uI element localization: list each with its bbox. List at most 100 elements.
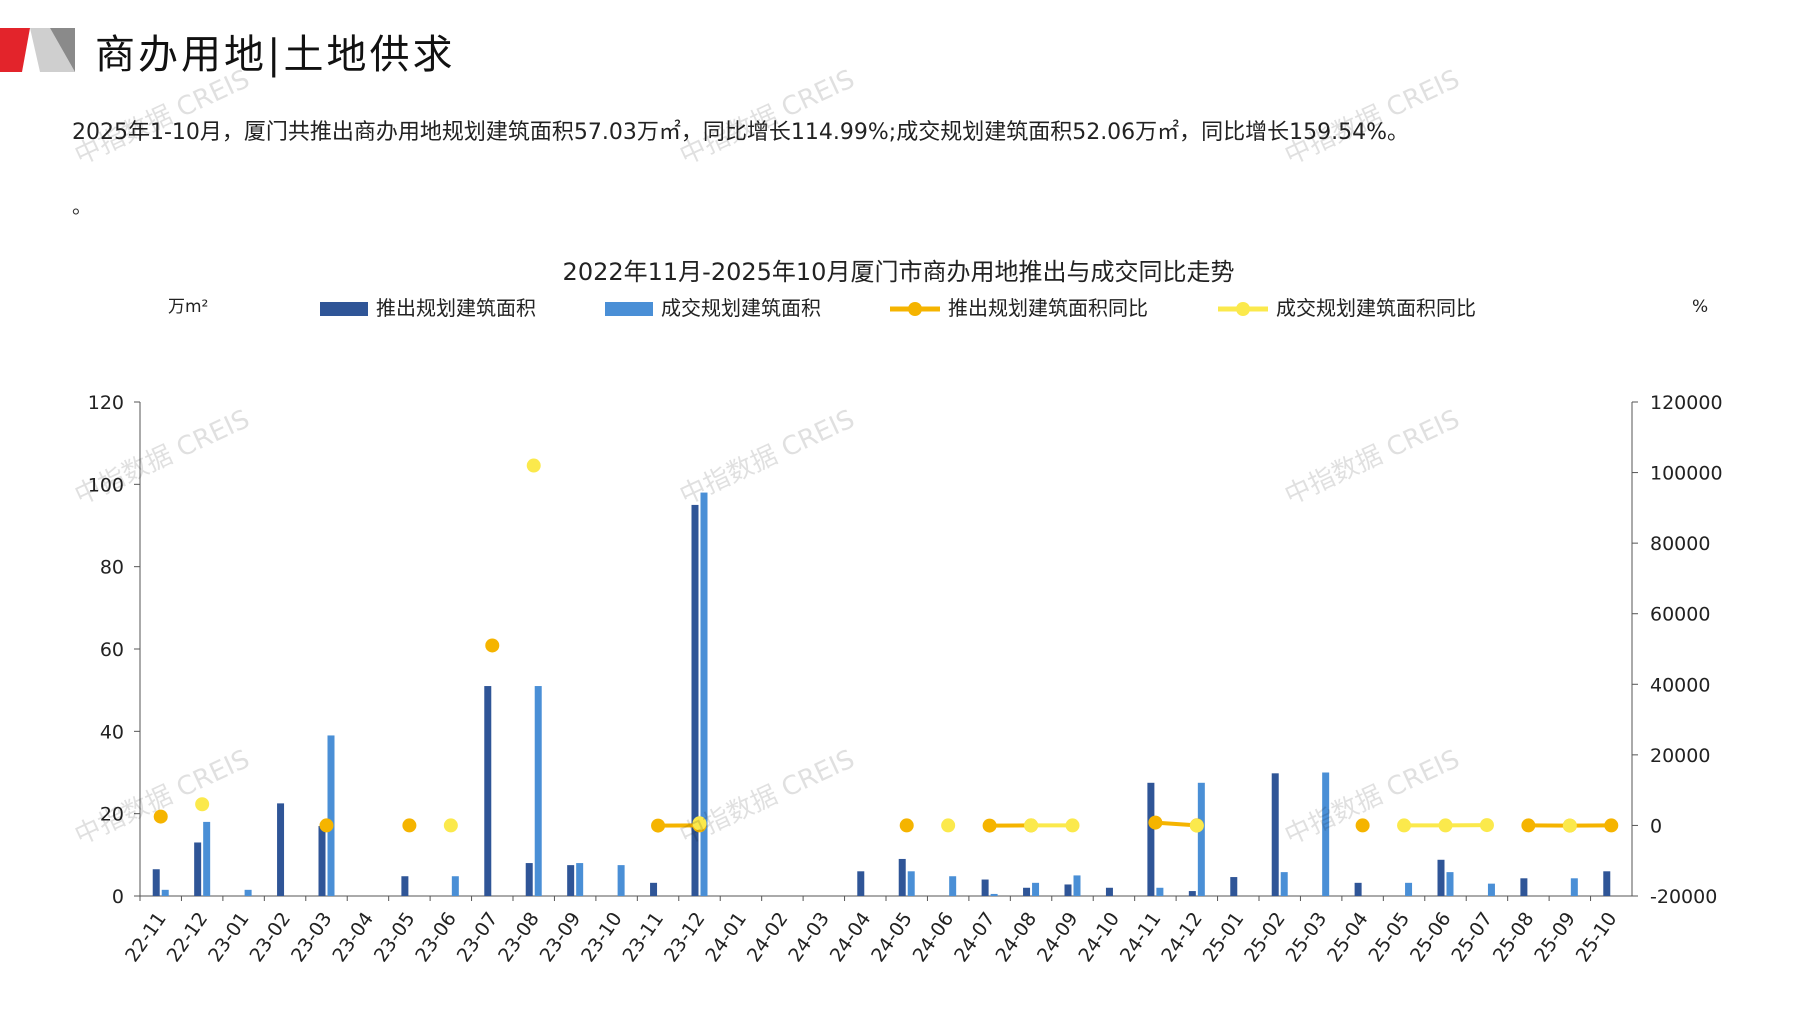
x-tick-label: 25-03 xyxy=(1282,908,1332,966)
x-tick-label: 24-08 xyxy=(991,908,1041,966)
deal-yoy-point xyxy=(1438,818,1453,833)
x-tick-label: 24-10 xyxy=(1074,908,1124,966)
x-tick-label: 25-07 xyxy=(1447,908,1497,966)
launch-area-bar xyxy=(1437,859,1445,896)
launch-area-bar xyxy=(1520,878,1528,896)
x-tick-label: 23-04 xyxy=(328,908,378,966)
left-tick-label: 60 xyxy=(100,639,124,661)
x-tick-label: 25-01 xyxy=(1199,908,1249,966)
launch-area-bar xyxy=(1603,871,1611,896)
left-tick-label: 100 xyxy=(88,474,124,496)
deal-area-bar xyxy=(451,876,459,896)
launch-area-bar xyxy=(194,842,202,896)
deal-area-bar xyxy=(534,686,542,896)
launch-area-bar xyxy=(401,876,409,896)
launch-area-bar xyxy=(898,858,906,896)
launch-yoy-point xyxy=(1355,818,1370,833)
deal-yoy-point xyxy=(1479,818,1494,833)
deal-yoy-point xyxy=(1024,818,1039,833)
x-tick-label: 24-05 xyxy=(867,908,917,966)
x-tick-label: 23-11 xyxy=(618,908,668,966)
deal-yoy-point xyxy=(1397,818,1412,833)
brand-logo xyxy=(0,28,75,72)
summary-tail: 。 xyxy=(72,194,92,218)
deal-area-bar xyxy=(1156,887,1164,896)
deal-area-bar xyxy=(1322,772,1330,896)
x-tick-label: 25-05 xyxy=(1364,908,1414,966)
deal-area-bar xyxy=(1446,872,1454,896)
deal-area-bar xyxy=(617,865,625,896)
deal-yoy-point xyxy=(941,818,956,833)
left-tick-label: 80 xyxy=(100,557,124,579)
launch-yoy-point xyxy=(153,809,168,824)
deal-area-bar xyxy=(1487,883,1495,896)
right-tick-label: 20000 xyxy=(1650,745,1710,767)
deal-yoy-point xyxy=(443,818,458,833)
launch-area-bar xyxy=(1354,882,1362,896)
deal-yoy-point xyxy=(1562,818,1577,833)
right-tick-label: 40000 xyxy=(1650,674,1710,696)
launch-area-bar xyxy=(1188,891,1196,896)
launch-area-bar xyxy=(691,504,699,896)
x-tick-label: 25-06 xyxy=(1406,908,1456,966)
launch-area-bar xyxy=(525,863,533,896)
deal-area-bar xyxy=(1570,878,1578,896)
x-tick-label: 24-12 xyxy=(1157,908,1207,966)
right-tick-label: 60000 xyxy=(1650,604,1710,626)
deal-yoy-point xyxy=(526,458,541,473)
x-tick-label: 23-08 xyxy=(494,908,544,966)
launch-area-bar xyxy=(1064,884,1072,896)
deal-yoy-point xyxy=(1065,818,1080,833)
x-tick-label: 23-02 xyxy=(245,908,295,966)
x-tick-label: 24-03 xyxy=(784,908,834,966)
deal-area-bar xyxy=(1197,782,1205,896)
deal-yoy-point xyxy=(195,797,210,812)
deal-area-bar xyxy=(161,889,169,896)
launch-yoy-point xyxy=(1148,815,1163,830)
deal-area-bar xyxy=(1405,882,1413,896)
deal-area-bar xyxy=(949,876,957,896)
x-tick-label: 25-02 xyxy=(1240,908,1290,966)
left-axis-unit: 万m² xyxy=(168,297,208,317)
legend-label: 推出规划建筑面积同比 xyxy=(948,296,1148,320)
launch-area-bar xyxy=(650,882,658,896)
x-tick-label: 24-02 xyxy=(743,908,793,966)
launch-yoy-point xyxy=(485,638,500,653)
deal-area-bar xyxy=(990,893,998,896)
left-tick-label: 40 xyxy=(100,721,124,743)
page-title: 商办用地|土地供求 xyxy=(95,32,456,78)
x-tick-label: 24-11 xyxy=(1116,908,1166,966)
x-tick-label: 23-12 xyxy=(660,908,710,966)
launch-area-bar xyxy=(1105,887,1113,896)
legend-swatch-bar xyxy=(605,302,653,316)
launch-area-bar xyxy=(152,869,160,896)
x-tick-label: 23-03 xyxy=(287,908,337,966)
x-tick-label: 25-08 xyxy=(1489,908,1539,966)
launch-yoy-point xyxy=(1521,818,1536,833)
deal-area-bar xyxy=(1032,882,1040,896)
launch-yoy-point xyxy=(1604,818,1619,833)
launch-area-bar xyxy=(277,803,285,896)
x-tick-label: 24-01 xyxy=(701,908,751,966)
launch-area-bar xyxy=(318,826,326,896)
x-tick-label: 25-04 xyxy=(1323,908,1373,966)
launch-yoy-point xyxy=(651,818,666,833)
x-tick-label: 23-10 xyxy=(577,908,627,966)
x-tick-label: 23-06 xyxy=(411,908,461,966)
deal-area-bar xyxy=(244,889,252,896)
right-tick-label: 0 xyxy=(1650,815,1662,837)
deal-yoy-point xyxy=(1189,818,1204,833)
deal-area-bar xyxy=(907,871,915,896)
left-tick-label: 120 xyxy=(88,392,124,414)
right-axis-unit: % xyxy=(1692,297,1708,317)
legend-swatch-marker xyxy=(1236,302,1250,316)
x-tick-label: 22-12 xyxy=(163,908,213,966)
right-tick-label: 120000 xyxy=(1650,392,1723,414)
deal-area-bar xyxy=(1073,875,1081,896)
deal-area-bar xyxy=(1280,872,1288,896)
x-tick-label: 24-04 xyxy=(826,908,876,966)
legend-swatch-bar xyxy=(320,302,368,316)
right-tick-label: -20000 xyxy=(1650,886,1717,908)
launch-area-bar xyxy=(1023,887,1031,896)
x-tick-label: 23-01 xyxy=(204,908,254,966)
